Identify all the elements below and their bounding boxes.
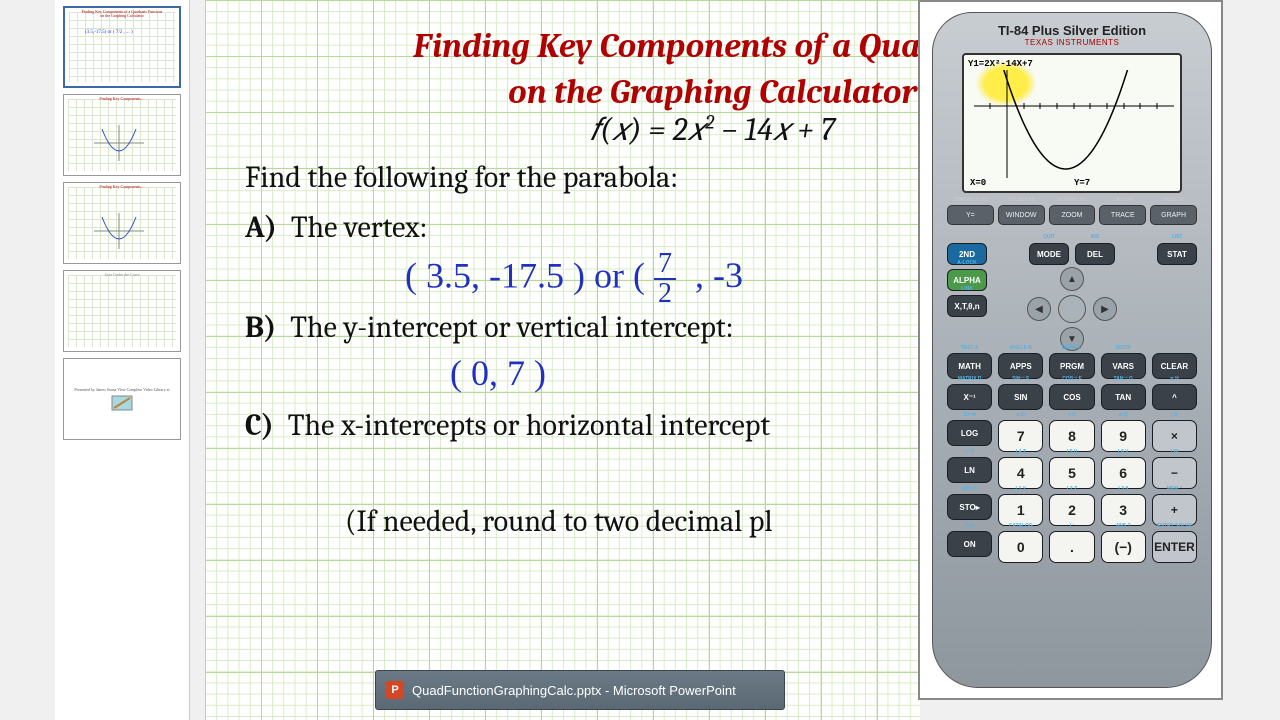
thumbnail-3[interactable]: Finding Key Components… [63, 182, 181, 264]
key-[interactable]: π H^ [1152, 384, 1197, 410]
round-note: (If needed, round to two decimal pl [345, 504, 773, 539]
key-zoom[interactable]: FORMAT F3ZOOM [1049, 205, 1096, 225]
key-ln[interactable]: eˣ SLN [947, 457, 992, 483]
key-y=[interactable]: STAT PLOT F1Y= [947, 205, 994, 225]
arrow-right[interactable]: ▶ [1093, 297, 1117, 321]
key-[interactable]: ] W− [1152, 457, 1197, 489]
key-enter[interactable]: ENTRY SOLVEENTER [1152, 531, 1197, 563]
hand-answer-b: ( 0, 7 ) [450, 352, 546, 394]
powerpoint-icon: P [386, 681, 404, 699]
key-stat[interactable]: LISTSTAT [1157, 243, 1197, 265]
thumb-credits: Presented by James Sousa View Complete V… [64, 359, 180, 439]
key-2[interactable]: L2 Z2 [1049, 494, 1094, 526]
item-c: C)The x-intercepts or horizontal interce… [245, 408, 770, 443]
item-b: B)The y-intercept or vertical intercept: [245, 310, 734, 345]
key-[interactable]: MEM "+ [1152, 494, 1197, 526]
key-graph[interactable]: TABLE F5GRAPH [1150, 205, 1197, 225]
left-gutter [0, 0, 55, 720]
key-x[interactable]: MATRIX DX⁻¹ [947, 384, 992, 410]
main-slide: Finding Key Components of a Quadratic on… [205, 0, 920, 720]
key-mode[interactable]: QUITMODE [1029, 243, 1069, 265]
item-a: A)The vertex: [245, 210, 427, 245]
key-[interactable]: [ R× [1152, 420, 1197, 452]
key-[interactable]: ANS ?(−) [1101, 531, 1146, 563]
taskbar-label: QuadFunctionGraphingCalc.pptx - Microsof… [412, 683, 736, 698]
key-7[interactable]: u O7 [998, 420, 1043, 452]
key-3[interactable]: L3 θ3 [1101, 494, 1146, 526]
calc-subbrand: TEXAS INSTRUMENTS [947, 38, 1197, 47]
thumb-curve [94, 125, 144, 161]
key-6[interactable]: L6 V6 [1101, 457, 1146, 489]
key-9[interactable]: w Q9 [1101, 420, 1146, 452]
key-0[interactable]: CATALOG0 [998, 531, 1043, 563]
thumbnail-4[interactable]: Area Under the Curve [63, 270, 181, 352]
key-on[interactable]: OFFON [947, 531, 992, 557]
slide-equation: 𝑓(𝑥) = 2𝑥2 − 14𝑥 + 7 [205, 110, 920, 149]
key-1[interactable]: L1 Y1 [998, 494, 1043, 526]
key-[interactable]: i :. [1049, 531, 1094, 563]
calculator-panel: TI-84 Plus Silver Edition TEXAS INSTRUME… [918, 0, 1223, 700]
calc-top-row: STAT PLOT F1Y=TBLSET F2WINDOWFORMAT F3ZO… [947, 205, 1197, 225]
key-sto[interactable]: RCL XSTO▸ [947, 494, 992, 520]
calc-screen-eq: Y1=2X²-14X+7 [968, 59, 1033, 69]
thumbnail-1[interactable]: Finding Key Components of a Quadratic Fu… [63, 6, 181, 88]
key-del[interactable]: INSDEL [1075, 243, 1115, 265]
hand-answer-a: ( 3.5, -17.5 ) or ( 72 , -3 [405, 250, 743, 308]
slide-title: Finding Key Components of a Quadratic on… [205, 24, 920, 116]
key-window[interactable]: TBLSET F2WINDOW [998, 205, 1045, 225]
arrow-up[interactable]: ▲ [1060, 267, 1084, 291]
slide-prompt: Find the following for the parabola: [245, 160, 678, 195]
arrow-left[interactable]: ◀ [1027, 297, 1051, 321]
calc-mid-section: 2NDA-LOCKALPHALINKX,T,θ,n QUITMODEINSDEL… [947, 243, 1197, 347]
dpad-center[interactable] [1058, 295, 1086, 323]
thumb-hand: (3.5,-17.5) or ( 7/2 , ... ) [85, 30, 133, 35]
thumbnail-5[interactable]: Presented by James Sousa View Complete V… [63, 358, 181, 440]
key-sin[interactable]: SIN⁻¹ ESIN [998, 384, 1043, 410]
key-4[interactable]: L4 T4 [998, 457, 1043, 489]
key-cos[interactable]: COS⁻¹ FCOS [1049, 384, 1094, 410]
dpad: ▲ ▼ ◀ ▶ [1029, 271, 1115, 347]
thumbnail-panel: Finding Key Components of a Quadratic Fu… [55, 0, 190, 720]
calc-graph [974, 70, 1174, 178]
key-log[interactable]: 10ˣ NLOG [947, 420, 992, 446]
thumb-title: Finding Key Components of a Quadratic Fu… [69, 10, 175, 18]
calculator-body: TI-84 Plus Silver Edition TEXAS INSTRUME… [932, 12, 1212, 688]
thumb-curve [94, 213, 144, 249]
calc-screen: Y1=2X²-14X+7 X=0 Y=7 [962, 53, 1182, 193]
key-xtn[interactable]: LINKX,T,θ,n [947, 295, 987, 317]
calc-brand: TI-84 Plus Silver Edition [947, 23, 1197, 38]
calc-screen-coords: X=0 Y=7 [970, 178, 986, 188]
thumbnail-2[interactable]: Finding Key Components… [63, 94, 181, 176]
key-trace[interactable]: CALC F4TRACE [1099, 205, 1146, 225]
key-tan[interactable]: TAN⁻¹ GTAN [1101, 384, 1146, 410]
key-8[interactable]: v P8 [1049, 420, 1094, 452]
key-5[interactable]: L5 U5 [1049, 457, 1094, 489]
taskbar-button[interactable]: P QuadFunctionGraphingCalc.pptx - Micros… [375, 670, 785, 710]
